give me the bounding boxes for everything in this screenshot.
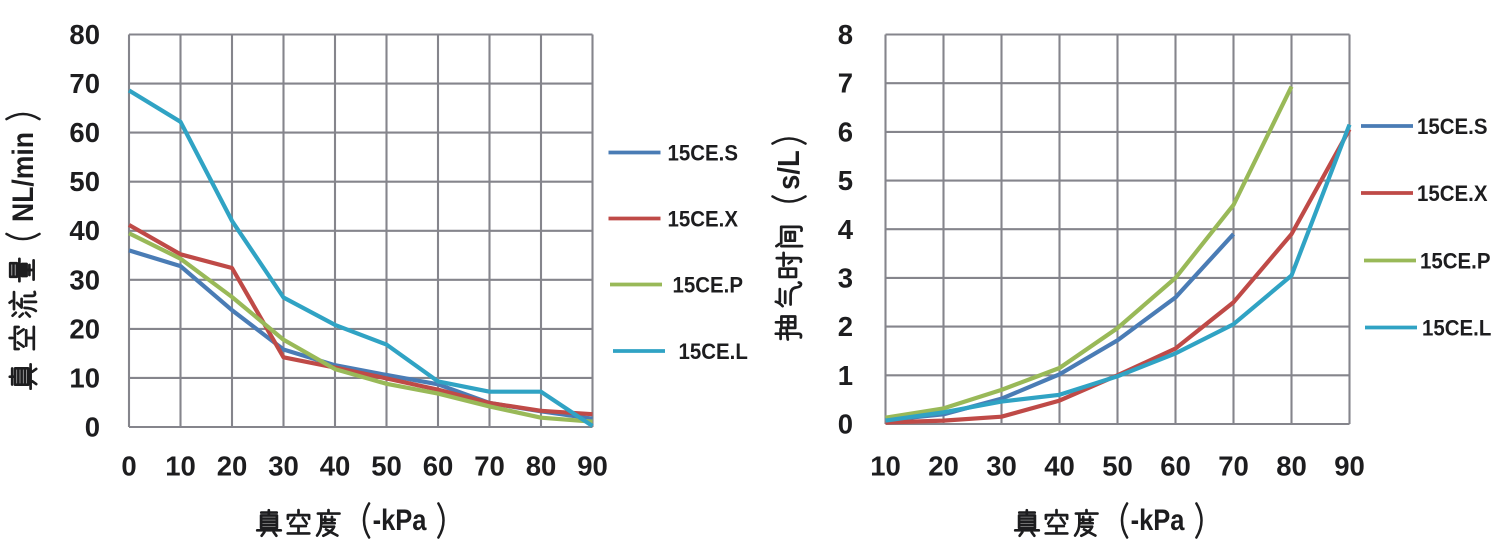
svg-text:s/L: s/L <box>773 150 807 190</box>
svg-text:40: 40 <box>1044 451 1075 482</box>
svg-text:15CE.S: 15CE.S <box>1417 114 1487 139</box>
svg-text:30: 30 <box>69 264 100 295</box>
svg-text:30: 30 <box>986 451 1017 482</box>
svg-text:10: 10 <box>870 451 901 482</box>
svg-text:60: 60 <box>423 451 454 482</box>
svg-text:-kPa: -kPa <box>373 503 427 536</box>
svg-text:15CE.L: 15CE.L <box>679 339 748 364</box>
svg-text:15CE.P: 15CE.P <box>1420 249 1490 274</box>
svg-text:-kPa: -kPa <box>1131 503 1185 536</box>
svg-text:5: 5 <box>838 165 853 196</box>
svg-text:0: 0 <box>85 412 100 443</box>
svg-text:15CE.S: 15CE.S <box>668 141 738 166</box>
svg-text:70: 70 <box>474 451 505 482</box>
svg-text:20: 20 <box>69 313 100 344</box>
svg-text:80: 80 <box>69 19 100 50</box>
svg-text:2: 2 <box>838 311 853 342</box>
svg-text:4: 4 <box>838 214 854 245</box>
svg-text:80: 80 <box>526 451 557 482</box>
svg-text:10: 10 <box>165 451 196 482</box>
svg-text:0: 0 <box>121 451 136 482</box>
svg-text:15CE.X: 15CE.X <box>1417 181 1487 206</box>
svg-text:NL/min: NL/min <box>7 132 40 222</box>
svg-text:60: 60 <box>1160 451 1191 482</box>
svg-text:8: 8 <box>838 19 853 50</box>
svg-text:3: 3 <box>838 262 853 293</box>
svg-text:7: 7 <box>838 68 853 99</box>
svg-text:70: 70 <box>1218 451 1249 482</box>
svg-text:15CE.L: 15CE.L <box>1422 316 1491 341</box>
svg-text:80: 80 <box>1276 451 1307 482</box>
svg-text:40: 40 <box>69 215 100 246</box>
svg-text:15CE.X: 15CE.X <box>668 207 738 232</box>
svg-text:60: 60 <box>69 117 100 148</box>
svg-text:90: 90 <box>1334 451 1365 482</box>
svg-text:0: 0 <box>838 409 853 440</box>
svg-text:30: 30 <box>268 451 299 482</box>
svg-text:1: 1 <box>838 360 853 391</box>
svg-text:10: 10 <box>69 362 100 393</box>
svg-text:50: 50 <box>1102 451 1133 482</box>
svg-text:50: 50 <box>69 166 100 197</box>
svg-text:50: 50 <box>371 451 402 482</box>
svg-text:70: 70 <box>69 68 100 99</box>
svg-text:20: 20 <box>928 451 959 482</box>
svg-text:40: 40 <box>320 451 351 482</box>
svg-text:20: 20 <box>217 451 248 482</box>
svg-text:15CE.P: 15CE.P <box>673 273 743 298</box>
svg-text:6: 6 <box>838 116 853 147</box>
svg-text:90: 90 <box>577 451 608 482</box>
